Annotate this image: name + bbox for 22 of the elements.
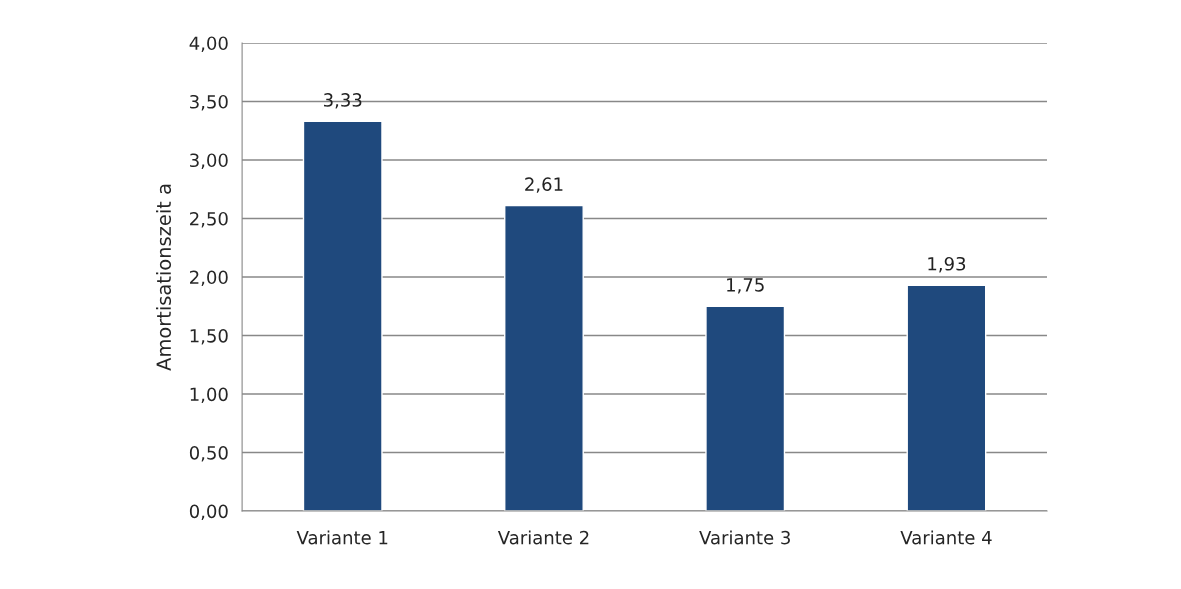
y-tick-label: 2,00 bbox=[190, 270, 228, 286]
y-tick-label: 2,50 bbox=[190, 211, 228, 228]
y-axis-title: Amortisationszeit a bbox=[156, 184, 172, 371]
y-tick-label: 3,00 bbox=[190, 153, 228, 169]
data-label: 3,33 bbox=[324, 93, 362, 109]
data-label: 1,75 bbox=[727, 278, 764, 294]
bar bbox=[705, 305, 786, 512]
data-label: 1,93 bbox=[928, 256, 966, 273]
y-tick-label: 1,00 bbox=[190, 387, 228, 403]
x-tick-label: Variante 4 bbox=[900, 530, 992, 545]
y-tick-label: 4,00 bbox=[189, 36, 228, 52]
x-tick-label: Variante 2 bbox=[497, 530, 589, 545]
y-tick-label: 1,50 bbox=[190, 328, 228, 345]
data-label: 2,61 bbox=[525, 177, 563, 193]
x-tick-label: Variante 1 bbox=[296, 530, 388, 545]
bar bbox=[504, 204, 584, 512]
y-tick-label: 0,50 bbox=[189, 445, 228, 462]
y-tick-label: 0,00 bbox=[189, 504, 228, 520]
x-tick-label: Variante 3 bbox=[699, 530, 790, 545]
bar bbox=[906, 284, 987, 512]
bar bbox=[302, 120, 383, 512]
y-tick-label: 3,50 bbox=[190, 94, 228, 111]
